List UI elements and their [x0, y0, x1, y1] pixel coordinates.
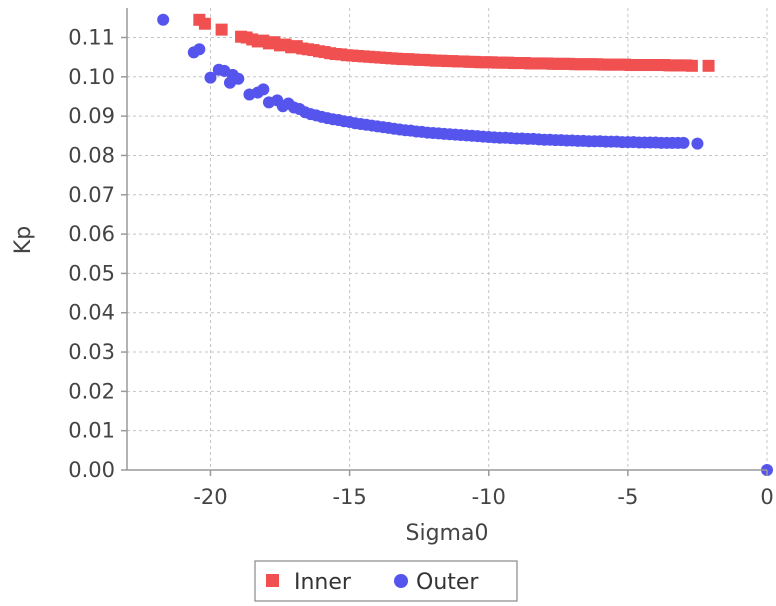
x-tick-label: -5 [617, 485, 638, 509]
x-tick-label: -15 [332, 485, 366, 509]
y-tick-label: 0.01 [68, 419, 115, 443]
y-tick-label: 0.02 [68, 379, 115, 403]
y-tick-label: 0.09 [68, 104, 115, 128]
y-tick-label: 0.05 [68, 261, 115, 285]
y-tick-label: 0.06 [68, 222, 115, 246]
data-point-outer [193, 43, 206, 56]
x-ticks: -20 -15 -10 -5 0 [193, 470, 774, 509]
legend-marker-inner [266, 574, 279, 587]
data-point-inner [215, 23, 228, 36]
legend: Inner Outer [254, 560, 518, 602]
y-tick-label: 0.11 [68, 25, 115, 49]
series-layer [157, 13, 773, 476]
data-point-outer [691, 137, 704, 150]
data-point-outer [677, 136, 690, 149]
x-tick-label: -20 [193, 485, 227, 509]
data-point-inner [685, 59, 698, 72]
legend-label-inner: Inner [294, 570, 352, 595]
series-inner [193, 13, 715, 72]
x-tick-label: 0 [760, 485, 773, 509]
series-outer [157, 13, 773, 476]
legend-box [254, 560, 518, 602]
y-tick-label: 0.03 [68, 340, 115, 364]
data-point-outer [204, 71, 217, 84]
data-point-inner [198, 17, 211, 30]
y-tick-label: 0.08 [68, 143, 115, 167]
y-tick-label: 0.00 [68, 458, 115, 482]
y-axis-title: Kp [11, 226, 36, 254]
legend-label-outer: Outer [416, 570, 479, 595]
x-axis-title: Sigma0 [406, 521, 489, 546]
legend-marker-outer [394, 574, 408, 588]
y-ticks: 0.00 0.01 0.02 0.03 0.04 0.05 0.06 0.07 0.08 0.09… [68, 25, 127, 482]
x-tick-label: -10 [472, 485, 506, 509]
y-tick-label: 0.04 [68, 301, 115, 325]
y-tick-label: 0.07 [68, 183, 115, 207]
data-point-outer [257, 83, 270, 96]
data-point-outer [232, 72, 245, 85]
data-point-outer [157, 13, 170, 26]
data-point-inner [702, 59, 715, 72]
axes [126, 8, 767, 471]
y-tick-label: 0.10 [68, 65, 115, 89]
